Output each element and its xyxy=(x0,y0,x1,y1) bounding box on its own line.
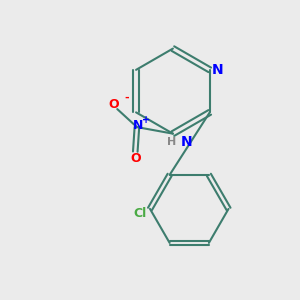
Text: +: + xyxy=(142,115,150,125)
Text: H: H xyxy=(167,137,176,147)
Text: O: O xyxy=(109,98,119,111)
Text: O: O xyxy=(130,152,141,165)
Text: N: N xyxy=(212,63,224,77)
Text: Cl: Cl xyxy=(133,207,146,220)
Text: N: N xyxy=(134,119,144,132)
Text: N: N xyxy=(181,135,192,149)
Text: -: - xyxy=(124,93,129,103)
